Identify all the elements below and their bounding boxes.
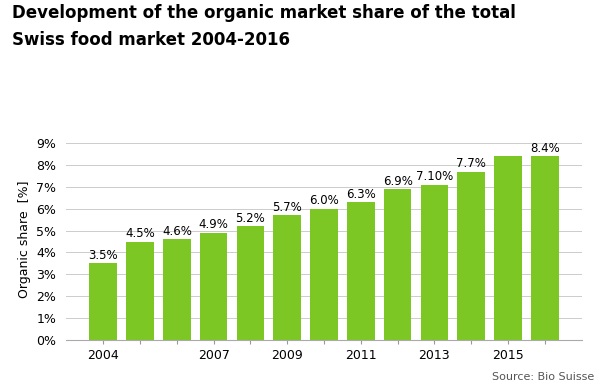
Text: Development of the organic market share of the total: Development of the organic market share … bbox=[12, 4, 516, 22]
Bar bbox=[236, 226, 264, 340]
Text: 7.7%: 7.7% bbox=[456, 157, 486, 170]
Bar bbox=[347, 202, 374, 340]
Text: 6.0%: 6.0% bbox=[309, 195, 339, 207]
Text: 5.2%: 5.2% bbox=[236, 212, 265, 225]
Text: 5.7%: 5.7% bbox=[272, 201, 302, 214]
Bar bbox=[457, 172, 485, 340]
Y-axis label: Organic share  [%]: Organic share [%] bbox=[18, 181, 31, 298]
Bar bbox=[421, 185, 448, 340]
Bar bbox=[163, 239, 191, 340]
Bar bbox=[310, 209, 338, 340]
Bar bbox=[126, 242, 154, 340]
Bar bbox=[494, 156, 522, 340]
Text: 6.3%: 6.3% bbox=[346, 188, 376, 201]
Text: 4.6%: 4.6% bbox=[162, 225, 192, 238]
Text: 3.5%: 3.5% bbox=[88, 249, 118, 262]
Text: Source: Bio Suisse: Source: Bio Suisse bbox=[492, 372, 594, 382]
Bar bbox=[89, 263, 117, 340]
Text: 6.9%: 6.9% bbox=[383, 175, 413, 188]
Text: 8.4%: 8.4% bbox=[530, 142, 560, 155]
Bar bbox=[384, 189, 412, 340]
Text: 7.10%: 7.10% bbox=[416, 171, 453, 183]
Text: 4.5%: 4.5% bbox=[125, 227, 155, 240]
Text: 4.9%: 4.9% bbox=[199, 218, 229, 232]
Text: Swiss food market 2004-2016: Swiss food market 2004-2016 bbox=[12, 31, 290, 49]
Bar bbox=[200, 233, 227, 340]
Bar bbox=[531, 156, 559, 340]
Bar bbox=[274, 215, 301, 340]
